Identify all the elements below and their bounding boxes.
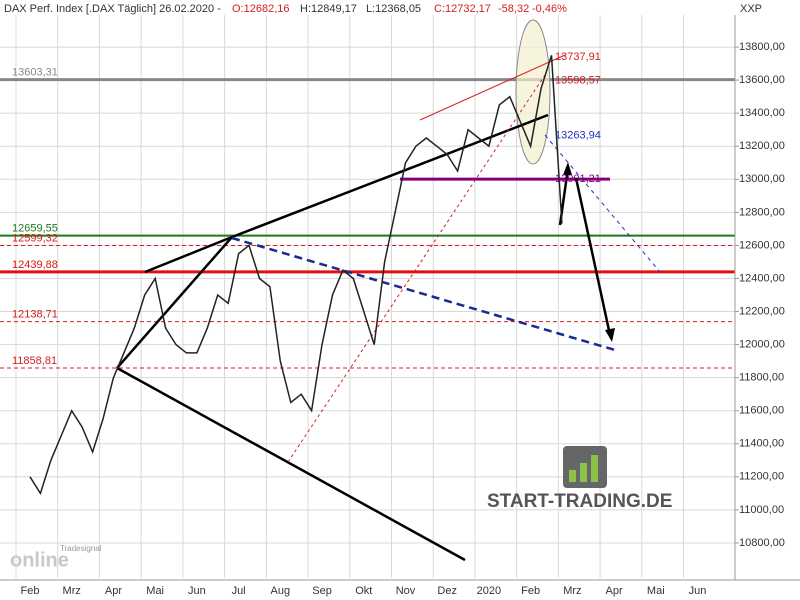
price-label: 13263,94 bbox=[555, 130, 601, 142]
x-tick-label: Apr bbox=[606, 585, 623, 597]
x-tick-label: Dez bbox=[437, 585, 457, 597]
header-open: O:12682,16 bbox=[232, 3, 290, 15]
trendline bbox=[144, 235, 233, 274]
highlight-ellipse bbox=[515, 19, 551, 165]
logo-icon bbox=[591, 455, 598, 482]
trendline bbox=[116, 366, 466, 562]
logo-icon bbox=[580, 463, 587, 482]
x-tick-label: Sep bbox=[312, 585, 332, 597]
x-tick-label: Mrz bbox=[563, 585, 581, 597]
arrow bbox=[574, 177, 612, 336]
x-tick-label: Feb bbox=[21, 585, 40, 597]
x-tick-label: Jun bbox=[188, 585, 206, 597]
x-tick-label: 2020 bbox=[477, 585, 501, 597]
price-label: 13598,57 bbox=[555, 74, 601, 86]
level-label: 12599,32 bbox=[12, 232, 58, 244]
x-tick-label: Mai bbox=[647, 585, 665, 597]
price-label: 13737,91 bbox=[555, 51, 601, 63]
x-tick-label: Apr bbox=[105, 585, 122, 597]
logo: START-TRADING.DE Tradesignal online bbox=[10, 446, 672, 571]
drawings bbox=[116, 19, 661, 562]
y-tick-label: 12200,00 bbox=[739, 305, 785, 317]
axis-label: XXP bbox=[740, 3, 762, 15]
y-tick-label: 11800,00 bbox=[739, 372, 784, 384]
watermark: online bbox=[10, 549, 69, 571]
y-tick-label: 10800,00 bbox=[739, 537, 785, 549]
price-line bbox=[29, 55, 563, 496]
y-tick-label: 12400,00 bbox=[739, 272, 785, 284]
logo-text: START-TRADING.DE bbox=[487, 491, 672, 512]
trendline bbox=[231, 236, 616, 352]
x-tick-label: Mai bbox=[146, 585, 164, 597]
header-high: H:12849,17 bbox=[300, 3, 357, 15]
level-label: 13603,31 bbox=[12, 66, 58, 78]
arrow-head bbox=[563, 162, 572, 175]
y-tick-label: 13600,00 bbox=[739, 74, 785, 86]
x-tick-label: Mrz bbox=[63, 585, 81, 597]
header-change: -58,32 bbox=[498, 3, 529, 15]
header-close: C:12732,17 bbox=[434, 3, 491, 15]
y-tick-label: 11400,00 bbox=[739, 438, 784, 450]
x-tick-label: Aug bbox=[271, 585, 291, 597]
level-label: 11858,81 bbox=[12, 355, 57, 367]
level-label: 12138,71 bbox=[12, 309, 58, 321]
y-tick-label: 11200,00 bbox=[739, 471, 784, 483]
x-tick-label: Jul bbox=[232, 585, 246, 597]
level-label: 12659,55 bbox=[12, 222, 58, 234]
y-tick-label: 13200,00 bbox=[739, 140, 785, 152]
logo-icon bbox=[569, 470, 576, 482]
y-tick-label: 11600,00 bbox=[739, 405, 784, 417]
price-label: 13001,21 bbox=[555, 173, 601, 185]
header-low: L:12368,05 bbox=[366, 3, 421, 15]
plot bbox=[29, 55, 563, 496]
x-tick-label: Okt bbox=[355, 585, 372, 597]
y-tick-label: 13400,00 bbox=[739, 107, 785, 119]
y-tick-label: 12600,00 bbox=[739, 239, 785, 251]
y-tick-label: 12800,00 bbox=[739, 206, 785, 218]
x-tick-label: Nov bbox=[396, 585, 416, 597]
arrow-head bbox=[605, 328, 615, 342]
y-tick-label: 13800,00 bbox=[739, 41, 785, 53]
header-change-pct: -0,46% bbox=[532, 3, 567, 15]
header: DAX Perf. Index [.DAX Täglich] 26.02.202… bbox=[4, 3, 567, 15]
header-name: DAX Perf. Index [.DAX Täglich] 26.02.202… bbox=[4, 3, 221, 15]
y-tick-label: 12000,00 bbox=[739, 339, 785, 351]
watermark: Tradesignal bbox=[60, 544, 102, 553]
y-tick-label: 13000,00 bbox=[739, 173, 785, 185]
channel bbox=[419, 54, 566, 121]
x-tick-label: Feb bbox=[521, 585, 540, 597]
x-tick-label: Jun bbox=[689, 585, 707, 597]
y-tick-label: 11000,00 bbox=[739, 504, 784, 516]
level-label: 12439,88 bbox=[12, 259, 58, 271]
trendline bbox=[544, 134, 661, 273]
